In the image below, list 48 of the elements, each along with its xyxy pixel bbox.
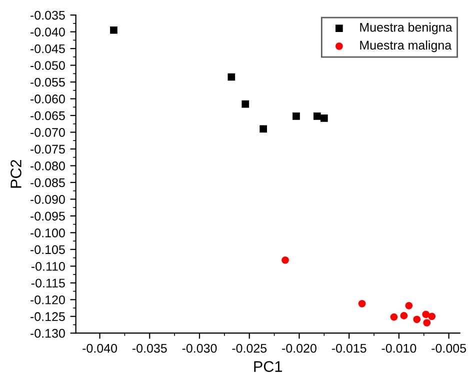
point	[314, 112, 321, 120]
y-tick-label: -0.070	[30, 128, 65, 137]
x-tick-label: -0.015	[332, 344, 366, 353]
point	[228, 73, 236, 81]
x-tick-label: -0.025	[232, 344, 267, 353]
y-tick-label: -0.060	[30, 94, 65, 104]
point	[260, 125, 267, 133]
y-tick-label: -0.075	[30, 144, 65, 154]
x-tick-label: -0.040	[82, 344, 118, 353]
y-tick-label: -0.045	[30, 44, 65, 54]
y-tick-label: -0.110	[31, 262, 65, 271]
x-tick-label: -0.035	[132, 344, 167, 353]
y-tick-label: -0.090	[30, 194, 65, 204]
y-tick-label: -0.120	[30, 295, 65, 304]
y-tick-label: -0.040	[30, 28, 65, 36]
point	[422, 310, 430, 318]
x-tick-label: -0.030	[182, 344, 217, 353]
point	[405, 302, 413, 310]
legend-label: Muestra maligna	[360, 40, 452, 52]
x-tick-label: -0.010	[382, 344, 416, 353]
point	[413, 316, 421, 324]
point	[292, 112, 300, 120]
x-tick-label: -0.005	[432, 344, 466, 353]
x-tick-label: -0.020	[282, 344, 316, 353]
y-tick-label: -0.130	[30, 328, 65, 338]
point	[282, 256, 289, 264]
point	[320, 114, 328, 122]
point	[400, 312, 408, 320]
y-tick-label: -0.115	[31, 278, 65, 288]
point	[390, 313, 398, 321]
y-tick-label: -0.055	[30, 78, 65, 87]
y-tick-label: -0.085	[30, 178, 65, 188]
y-tick-label: -0.065	[30, 111, 65, 120]
point	[110, 26, 118, 34]
x-axis-title: PC1	[254, 361, 282, 372]
y-tick-label: -0.095	[30, 212, 65, 221]
point	[428, 312, 436, 320]
y-tick-label: -0.080	[30, 162, 65, 170]
y-tick-label: -0.050	[30, 61, 65, 70]
y-tick-label: -0.105	[30, 245, 65, 254]
y-tick-label: -0.125	[30, 312, 65, 322]
y-tick-label: -0.100	[30, 228, 65, 238]
point	[423, 319, 431, 326]
legend-label: Muestra benigna	[360, 22, 452, 34]
y-tick-label: -0.035	[30, 10, 65, 20]
y-axis-title: PC2	[10, 160, 22, 188]
point	[358, 300, 366, 308]
point	[242, 100, 250, 108]
